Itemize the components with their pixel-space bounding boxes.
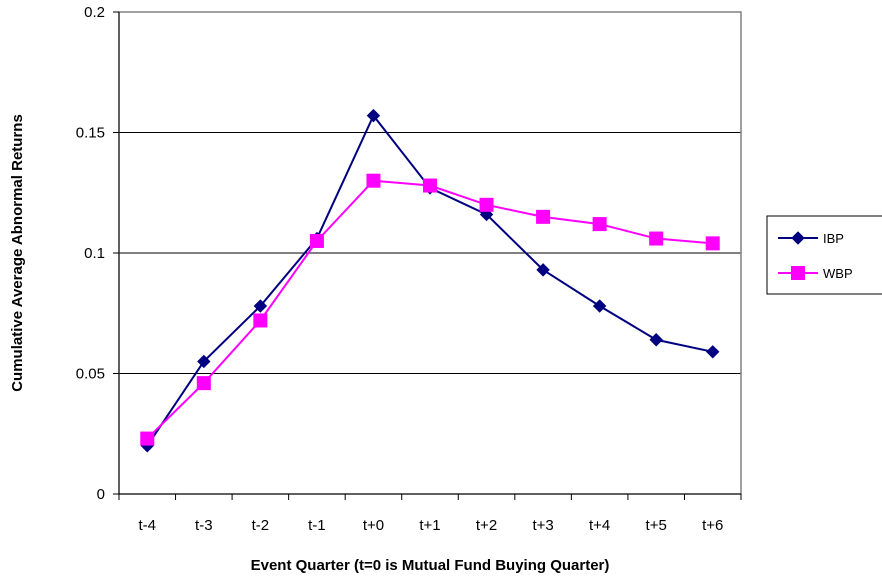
data-point-wbp <box>253 313 268 328</box>
data-point-wbp <box>705 236 720 251</box>
x-tick-label: t+6 <box>702 517 723 534</box>
data-point-ibp <box>253 299 268 313</box>
data-point-ibp <box>197 354 211 369</box>
x-tick-label: t+5 <box>646 517 667 534</box>
legend-label: IBP <box>823 231 844 246</box>
data-point-wbp <box>649 231 664 246</box>
x-tick-label: t+2 <box>476 517 497 534</box>
legend-marker <box>791 231 805 245</box>
y-tick-label: 0.05 <box>76 366 105 383</box>
series-line-ibp <box>146 113 713 447</box>
data-point-wbp <box>592 217 607 232</box>
x-tick-label: t-4 <box>139 517 157 534</box>
x-tick-label: t+0 <box>363 517 384 534</box>
x-axis-title: Event Quarter (t=0 is Mutual Fund Buying… <box>251 557 610 574</box>
legend-marker <box>791 266 805 280</box>
data-point-wbp <box>366 173 381 188</box>
y-tick-label: 0.2 <box>84 4 105 21</box>
y-tick-label: 0 <box>97 486 105 503</box>
data-point-ibp <box>536 263 550 277</box>
x-tick-label: t-3 <box>195 517 213 534</box>
data-point-ibp <box>592 299 607 313</box>
x-tick-label: t+3 <box>532 517 553 534</box>
data-point-ibp <box>706 345 720 359</box>
data-point-wbp <box>423 178 437 193</box>
axes: 0 0.05 0.1 0.15 0.2 t-4 t-3 t-2 t-1 t+0 t+1 t+2 t+3 t… <box>76 4 742 534</box>
y-tick-label: 0.15 <box>76 125 105 142</box>
legend-label: WBP <box>823 266 853 281</box>
x-tick-label: t-1 <box>308 517 326 534</box>
data-point-ibp <box>366 108 381 123</box>
x-tick-label: t-2 <box>252 517 270 534</box>
x-tick-label: t+4 <box>589 517 610 534</box>
legend-box <box>766 215 882 295</box>
data-point-wbp <box>140 431 155 446</box>
series-ibp <box>140 108 720 453</box>
data-point-wbp <box>536 209 551 224</box>
legend-item-ibp: IBP <box>778 231 844 246</box>
data-point-ibp <box>649 333 663 347</box>
data-point-wbp <box>309 233 324 248</box>
legend-item-wbp: WBP <box>778 266 853 281</box>
series-line-wbp <box>146 179 713 440</box>
data-point-wbp <box>479 197 494 212</box>
y-axis-title: Cumulative Average Abnormal Returns <box>9 114 26 392</box>
y-tick-label: 0.1 <box>84 245 105 262</box>
series <box>140 108 720 453</box>
legend: IBP WBP <box>766 215 882 295</box>
gridlines <box>119 132 741 374</box>
series-wbp <box>140 173 720 446</box>
data-point-wbp <box>196 376 211 391</box>
x-tick-label: t+1 <box>419 517 440 534</box>
